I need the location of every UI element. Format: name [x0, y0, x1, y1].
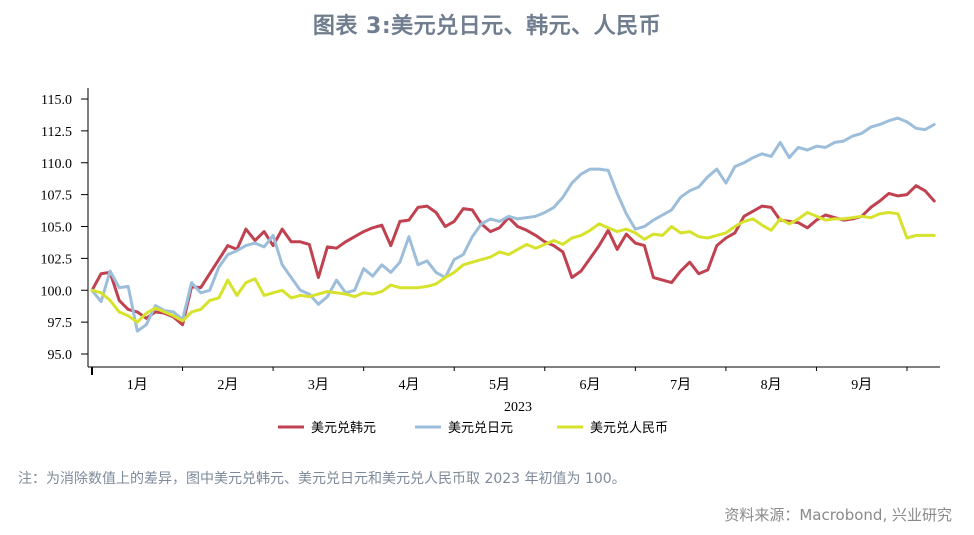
legend-label: 美元兑人民币 [590, 421, 668, 436]
y-tick-label: 110.0 [41, 157, 72, 172]
chart: 95.0 97.5 100.0 102.5 105.0 107.5 110.0 112.5 11… [41, 88, 940, 436]
y-tick-label: 100.0 [41, 284, 73, 299]
y-tick-label: 107.5 [41, 189, 73, 204]
x-tick-label: 1月 [127, 377, 148, 393]
y-ticks: 95.0 97.5 100.0 102.5 105.0 107.5 110.0 112.5 11… [41, 93, 88, 363]
x-tick-label: 3月 [308, 377, 329, 393]
x-tick-label: 4月 [398, 377, 419, 393]
legend-item: 美元兑人民币 [557, 421, 668, 436]
legend-item: 美元兑日元 [415, 421, 513, 436]
x-ticks: 1月 2月 3月 4月 5月 6月 7月 8月 9月 [91, 367, 908, 393]
axes [87, 88, 940, 368]
x-tick-label: 8月 [761, 377, 782, 393]
y-tick-label: 102.5 [41, 252, 73, 267]
x-tick-label: 7月 [670, 377, 691, 393]
series-lines [90, 116, 936, 333]
y-tick-label: 105.0 [41, 221, 73, 236]
y-tick-label: 115.0 [41, 93, 72, 108]
series-line-2 [90, 211, 936, 324]
legend: 美元兑韩元 美元兑日元 美元兑人民币 [278, 421, 668, 436]
legend-label: 美元兑日元 [448, 421, 513, 436]
x-tick-label: 2月 [217, 377, 238, 393]
series-line-1 [90, 116, 936, 333]
y-tick-label: 95.0 [48, 348, 73, 363]
x-axis-label: 2023 [504, 400, 532, 415]
chart-title: 图表 3:美元兑日元、韩元、人民币 [312, 14, 662, 39]
legend-item: 美元兑韩元 [278, 421, 376, 436]
footnote: 注：为消除数值上的差异，图中美元兑韩元、美元兑日元和美元兑人民币取 2023 年… [18, 471, 626, 487]
legend-label: 美元兑韩元 [311, 421, 376, 436]
x-tick-label: 9月 [851, 377, 872, 393]
y-tick-label: 112.5 [41, 125, 72, 140]
x-tick-label: 6月 [580, 377, 601, 393]
x-tick-label: 5月 [489, 377, 510, 393]
y-tick-label: 97.5 [48, 316, 73, 331]
series-line-0 [90, 184, 936, 327]
source-note: 资料来源：Macrobond, 兴业研究 [724, 506, 952, 524]
